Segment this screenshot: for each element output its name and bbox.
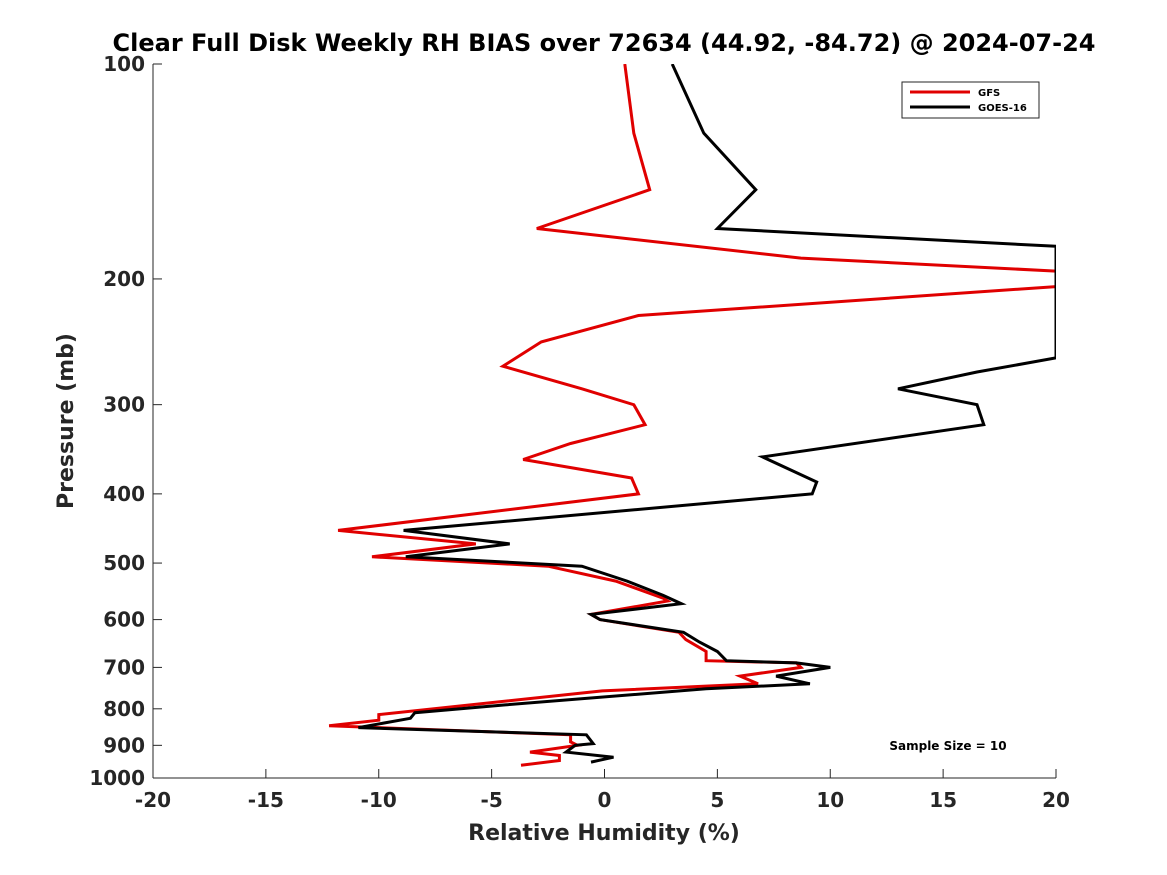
y-tick-label: 400 <box>103 482 145 506</box>
x-tick-label: 0 <box>598 788 612 812</box>
legend-label-gfs: GFS <box>978 88 1000 99</box>
y-tick-label: 200 <box>103 267 145 291</box>
series-line-gfs <box>328 64 1056 767</box>
y-axis-label: Pressure (mb) <box>54 333 79 509</box>
series-line-goes16 <box>358 64 1056 764</box>
x-tick-label: 20 <box>1042 788 1070 812</box>
axes-layer: -20 -15 -10 -5 0 5 10 15 20 100 200 300 400 500 600 700… <box>89 52 1070 812</box>
x-tick-label: 15 <box>929 788 957 812</box>
y-tick-label: 700 <box>103 655 145 679</box>
y-tick-label: 100 <box>103 52 145 76</box>
x-axis-label: Relative Humidity (%) <box>468 821 740 846</box>
y-tick-label: 600 <box>103 608 145 632</box>
legend: GFS GOES-16 <box>901 81 1040 119</box>
y-tick-label: 800 <box>103 697 145 721</box>
legend-label-goes16: GOES-16 <box>978 103 1027 114</box>
y-tick-label: 300 <box>103 393 145 417</box>
x-tick-label: -5 <box>481 788 503 812</box>
legend-box <box>901 81 1040 119</box>
y-tick-label: 500 <box>103 551 145 575</box>
series-layer <box>328 64 1056 767</box>
x-tick-label: -10 <box>361 788 397 812</box>
y-tick-label: 900 <box>103 733 145 757</box>
sample-size-annotation: Sample Size = 10 <box>889 739 1006 753</box>
x-tick-label: 5 <box>710 788 724 812</box>
x-tick-label: -15 <box>248 788 284 812</box>
x-tick-label: 10 <box>816 788 844 812</box>
y-tick-label: 1000 <box>89 766 145 790</box>
x-tick-label: -20 <box>135 788 171 812</box>
chart-title: Clear Full Disk Weekly RH BIAS over 7263… <box>113 29 1096 57</box>
